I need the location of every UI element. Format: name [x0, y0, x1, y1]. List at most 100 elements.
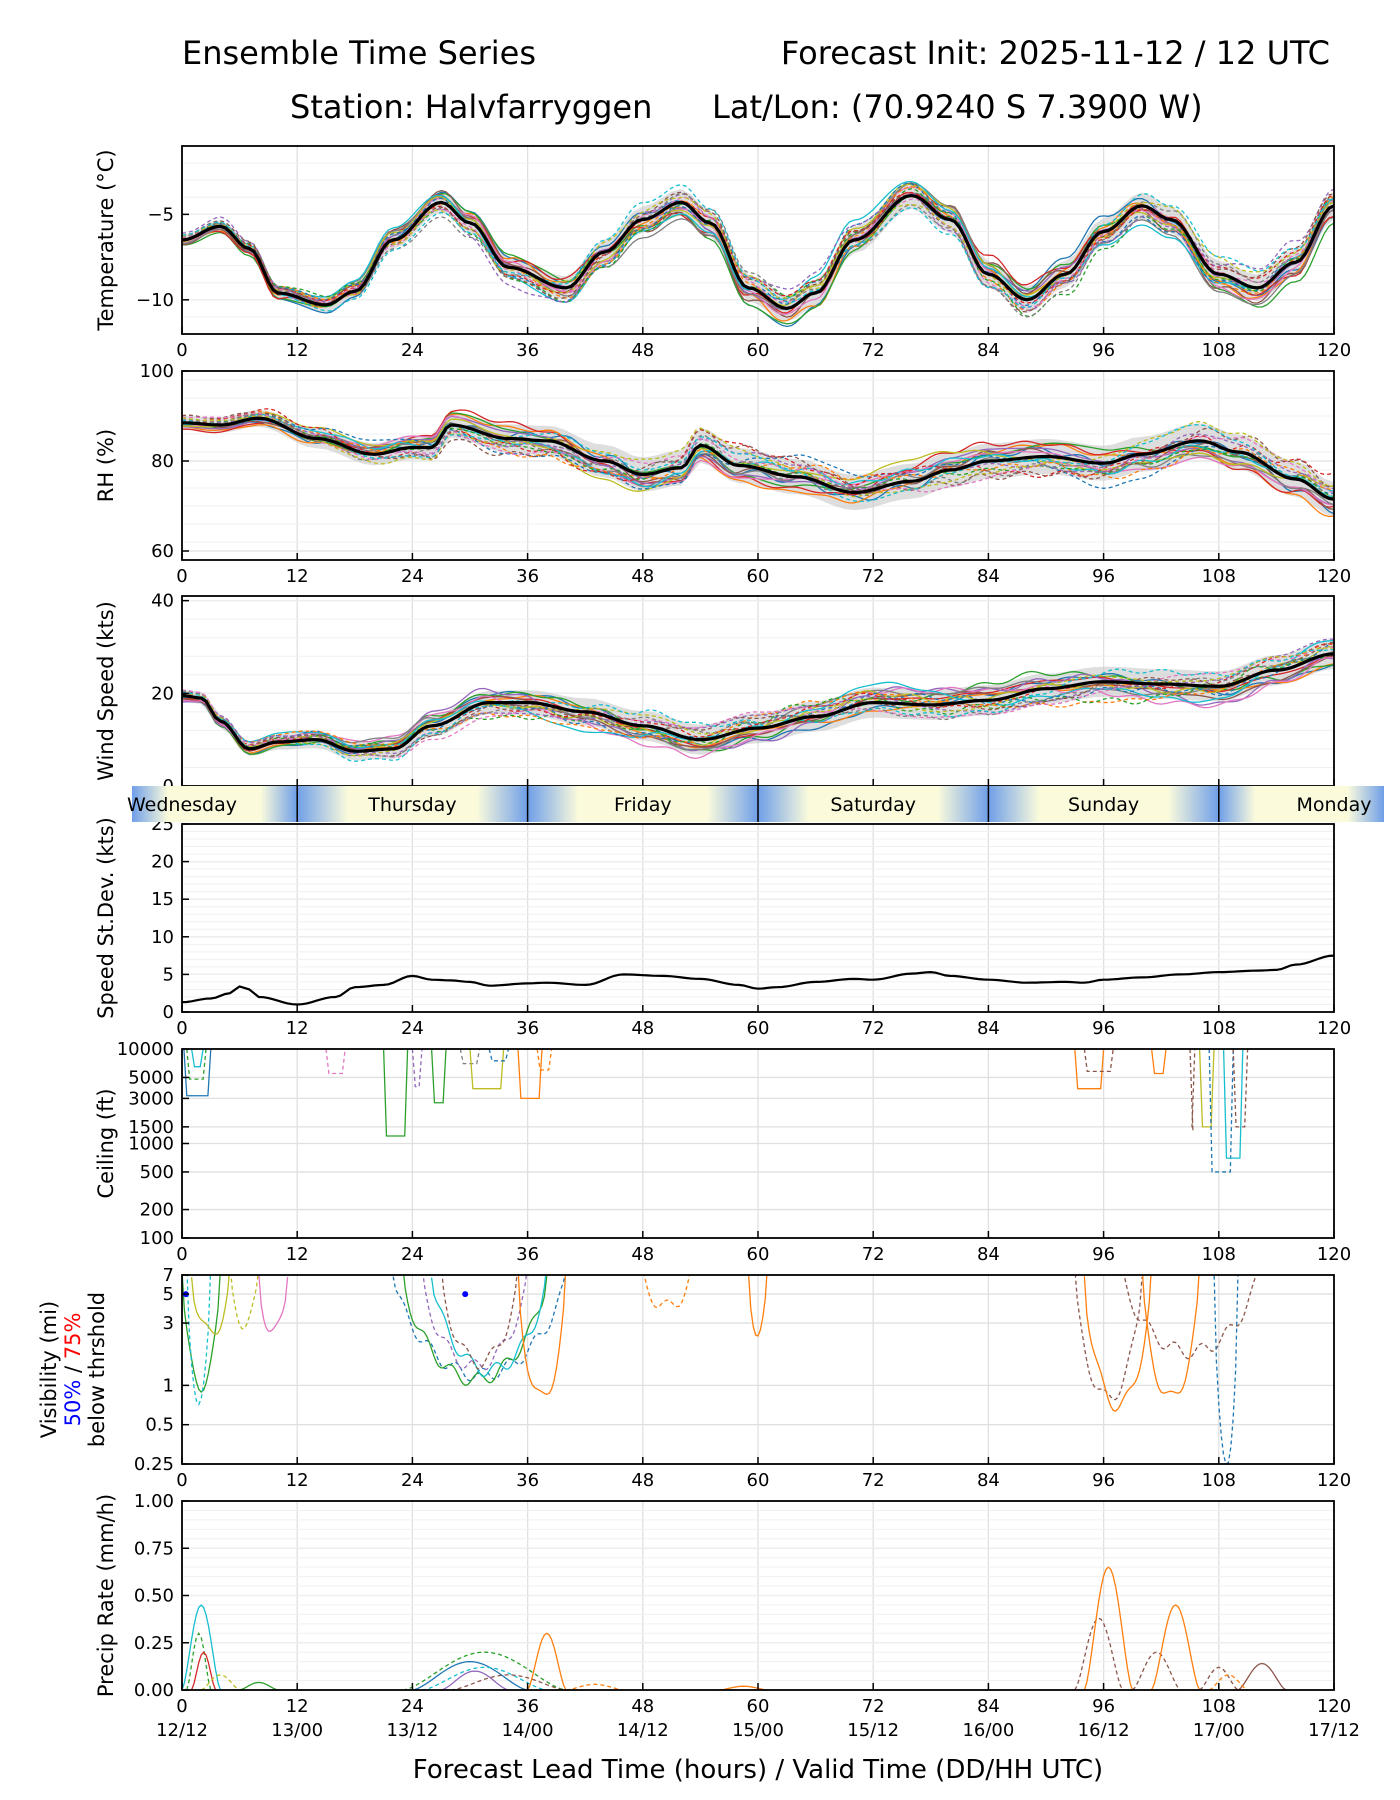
- y-tick-label: 100: [140, 1228, 174, 1249]
- precip-member-line: [441, 1670, 509, 1690]
- y-tick-label: 0: [163, 1002, 174, 1023]
- y-tick-label: 0.25: [134, 1454, 174, 1475]
- x-tick-label: 36: [516, 566, 539, 587]
- ensemble-member-line: [182, 182, 1334, 318]
- visibility-member-line: [190, 1275, 230, 1336]
- precip-member-line: [1074, 1617, 1124, 1690]
- y-tick-label: 5: [163, 1284, 174, 1305]
- y-tick-label: 5: [163, 964, 174, 985]
- plot-area-rh: [182, 408, 1334, 518]
- ceiling-member-line: [430, 1049, 447, 1104]
- ceiling-member-line: [1232, 1049, 1249, 1128]
- x-tick-label: 12: [286, 1018, 309, 1039]
- day-label: Monday: [1296, 794, 1371, 816]
- precip-member-line: [565, 1683, 624, 1690]
- ensemble-member-line: [182, 413, 1334, 495]
- x-tick-label: 72: [862, 1018, 885, 1039]
- x-tick-label: 108: [1202, 1696, 1236, 1717]
- x-tick-label: 0: [176, 1018, 187, 1039]
- visibility-member-line: [186, 1275, 212, 1406]
- ensemble-member-line: [182, 415, 1334, 498]
- ensemble-mean-line: [182, 652, 1334, 753]
- ceiling-member-line: [186, 1049, 207, 1080]
- valid-time-label: 13/12: [386, 1720, 438, 1741]
- y-axis-label: Temperature (°C): [94, 149, 118, 331]
- precip-member-line: [239, 1681, 279, 1690]
- x-tick-label: 48: [631, 1018, 654, 1039]
- x-tick-label: 60: [747, 1696, 770, 1717]
- x-tick-label: 24: [401, 1470, 424, 1491]
- ensemble-member-line: [182, 186, 1334, 312]
- y-tick-label: 1500: [128, 1117, 174, 1138]
- y-tick-label: 1.00: [134, 1491, 174, 1512]
- ceiling-member-line: [1150, 1049, 1167, 1075]
- precip-member-line: [1151, 1604, 1201, 1690]
- precip-member-line: [200, 1674, 240, 1690]
- y-tick-label: 1000: [128, 1134, 174, 1155]
- x-tick-label: 12: [286, 1696, 309, 1717]
- y-tick-label: 60: [151, 541, 174, 562]
- plot-area-speed_stdev: [182, 954, 1334, 1006]
- ensemble-mean-line: [182, 193, 1334, 311]
- vis-legend-part: 50%: [61, 1380, 85, 1427]
- x-tick-label: 0: [176, 1244, 187, 1265]
- precip-member-line: [1131, 1651, 1181, 1690]
- x-tick-label: 36: [516, 1470, 539, 1491]
- spread-band: [182, 638, 1334, 761]
- y-tick-label: 0.50: [134, 1586, 174, 1607]
- x-tick-label: 120: [1317, 1244, 1351, 1265]
- day-bar-segment: [297, 786, 528, 822]
- x-tick-label: 108: [1202, 1470, 1236, 1491]
- x-tick-label: 72: [862, 1696, 885, 1717]
- day-bar-segment: [1218, 786, 1384, 822]
- lat-lon: Lat/Lon: (70.9240 S 7.3900 W): [712, 88, 1203, 126]
- x-tick-label: 108: [1202, 1018, 1236, 1039]
- ceiling-member-line: [1083, 1049, 1114, 1073]
- visibility-member-line: [422, 1275, 527, 1371]
- y-tick-label: 40: [151, 591, 174, 612]
- precip-member-line: [719, 1685, 768, 1690]
- valid-time-label: 17/00: [1193, 1720, 1245, 1741]
- x-tick-label: 120: [1317, 1018, 1351, 1039]
- visibility-member-line: [1213, 1275, 1239, 1464]
- ensemble-member-line: [182, 656, 1334, 760]
- x-tick-label: 24: [401, 566, 424, 587]
- panel-wind_speed: 0204001224364860728496108120Wind Speed (…: [94, 591, 1351, 813]
- x-tick-label: 12: [286, 340, 309, 361]
- precip-member-line: [527, 1632, 567, 1690]
- visibility-member-line: [430, 1275, 547, 1378]
- y-tick-label: 0.25: [134, 1633, 174, 1654]
- x-tick-label: 48: [631, 1244, 654, 1265]
- visibility-ylabel: Visibility (mi) 50% / 75% below thrshold: [37, 1292, 109, 1447]
- y-tick-label: −10: [136, 290, 174, 311]
- ensemble-member-line: [182, 641, 1334, 757]
- x-tick-label: 36: [516, 1696, 539, 1717]
- valid-time-label: 16/00: [962, 1720, 1014, 1741]
- precip-member-line: [412, 1661, 528, 1690]
- x-tick-label: 84: [977, 1696, 1000, 1717]
- x-tick-label: 60: [747, 566, 770, 587]
- panel-rh: 60 80 100 0 12 24 36 48 60 72 84 96 108 120 RH (%): [94, 361, 1351, 587]
- x-tick-label: 0: [176, 1696, 187, 1717]
- y-tick-label: 10: [151, 927, 174, 948]
- ceiling-member-line: [1074, 1049, 1105, 1090]
- ceiling-member-line: [469, 1049, 505, 1090]
- precip-member-line: [402, 1651, 567, 1690]
- x-tick-label: 48: [631, 566, 654, 587]
- x-tick-label: 96: [1092, 1470, 1115, 1491]
- x-tick-label: 12: [286, 1470, 309, 1491]
- visibility-member-line: [230, 1275, 259, 1330]
- y-tick-label: 0.00: [134, 1680, 174, 1701]
- y-tick-label: 20: [151, 683, 174, 704]
- x-tick-label: 96: [1092, 566, 1115, 587]
- y-tick-label: 200: [140, 1200, 174, 1221]
- ceiling-member-line: [488, 1049, 510, 1062]
- ensemble-member-line: [182, 652, 1334, 749]
- precip-member-line: [190, 1651, 217, 1690]
- y-tick-label: 10000: [117, 1039, 174, 1060]
- day-label: Thursday: [367, 794, 456, 816]
- precip-member-line: [1083, 1566, 1134, 1690]
- x-tick-label: 108: [1202, 566, 1236, 587]
- x-tick-label: 84: [977, 1018, 1000, 1039]
- panel-temperature: −10 −5 0 12 24 36 48 60 72 84 96 108 120 Temperature …: [94, 145, 1351, 361]
